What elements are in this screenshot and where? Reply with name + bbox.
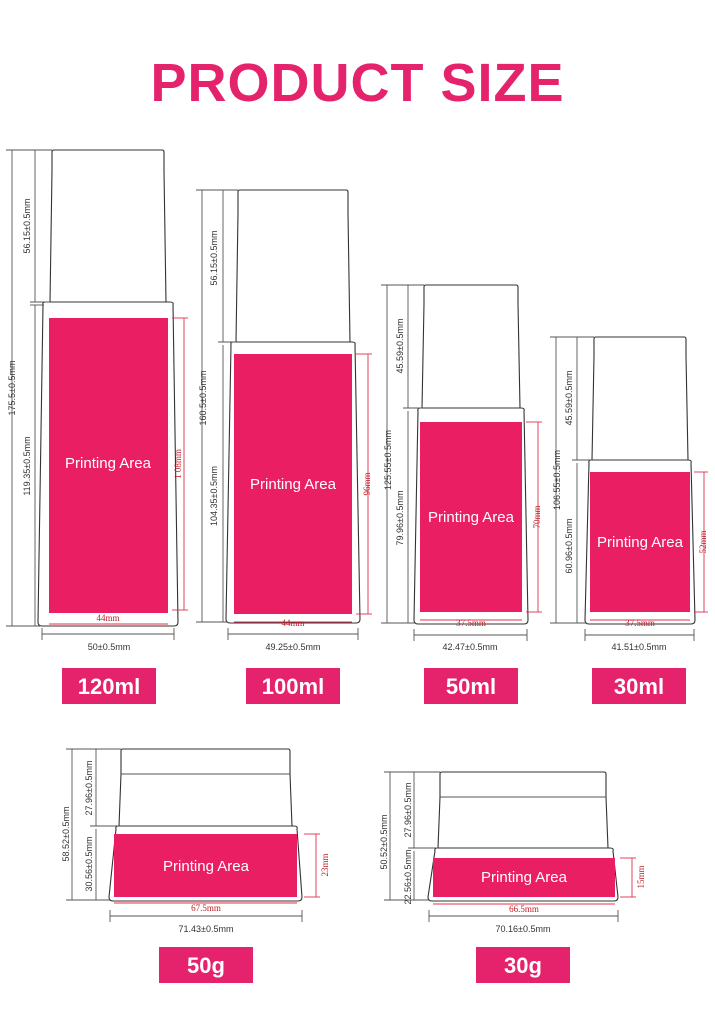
printing-area-label: Printing Area [250, 476, 337, 493]
bottle-width: 41.51±0.5mm [612, 642, 667, 652]
size-label: 50g [187, 953, 225, 978]
product-100ml: Printing Area 160.5±0.5mm 56.15±0.5mm 10… [196, 189, 372, 704]
size-label: 50ml [446, 674, 496, 699]
body-height: 119.35±0.5mm [22, 436, 32, 495]
jar-lid [437, 771, 609, 849]
total-height: 160.5±0.5mm [198, 371, 208, 426]
body-height: 79.96±0.5mm [395, 491, 405, 546]
bottle-width: 50±0.5mm [88, 642, 130, 652]
printing-area-label: Printing Area [65, 455, 152, 472]
cap-height: 45.59±0.5mm [564, 371, 574, 426]
print-height: 96mm [362, 472, 372, 495]
print-width: 67.5mm [191, 903, 221, 913]
size-label: 120ml [78, 674, 140, 699]
printing-area-label: Printing Area [597, 534, 684, 551]
printing-area-label: Printing Area [163, 858, 250, 875]
print-width: 66.5mm [509, 904, 539, 914]
cap-height: 56.15±0.5mm [209, 231, 219, 286]
printing-area [49, 318, 168, 613]
body-height: 104.35±0.5mm [209, 466, 219, 526]
printing-area [114, 834, 297, 897]
size-label: 30g [504, 953, 542, 978]
jar-width: 70.16±0.5mm [496, 924, 551, 934]
size-label: 30ml [614, 674, 664, 699]
jar-lid [118, 748, 293, 827]
total-height: 175.5±0.5mm [7, 361, 17, 416]
total-height: 106.55±0.5mm [552, 450, 562, 510]
product-50ml: Printing Area 125.55±0.5mm 45.59±0.5mm 7… [381, 284, 542, 704]
bottle-cap [235, 189, 351, 343]
print-height: 70mm [532, 505, 542, 528]
body-height: 60.96±0.5mm [564, 519, 574, 574]
print-height: 15mm [636, 865, 646, 888]
bottle-width: 42.47±0.5mm [443, 642, 498, 652]
printing-area [590, 472, 690, 612]
printing-area-label: Printing Area [428, 509, 515, 526]
printing-area [433, 858, 615, 897]
body-height: 30.56±0.5mm [84, 837, 94, 892]
jar-width: 71.43±0.5mm [179, 924, 234, 934]
product-50g: Printing Area 58.52±0.5mm 27.96±0.5mm 30… [61, 748, 330, 983]
cap-height: 27.96±0.5mm [84, 761, 94, 816]
printing-area [420, 422, 522, 612]
bottle-cap [421, 284, 521, 409]
body-height: 22.56±0.5mm [403, 850, 413, 905]
printing-area-label: Printing Area [481, 869, 568, 886]
print-width: 44mm [281, 618, 304, 628]
cap-height: 27.96±0.5mm [403, 783, 413, 838]
total-height: 58.52±0.5mm [61, 807, 71, 862]
print-width: 37.5mm [625, 618, 655, 628]
bottle-width: 49.25±0.5mm [266, 642, 321, 652]
total-height: 125.55±0.5mm [383, 430, 393, 490]
print-height: 52mm [698, 530, 708, 553]
product-30ml: Printing Area 106.55±0.5mm 45.59±0.5mm 6… [550, 336, 708, 704]
print-height: 23mm [320, 853, 330, 876]
print-width: 44mm [96, 613, 119, 623]
cap-height: 56.15±0.5mm [22, 199, 32, 254]
bottle-cap [49, 149, 167, 303]
product-120ml: Printing Area 175.5±0.5mm 56.15±0.5mm 11… [6, 149, 188, 704]
page-title: PRODUCT SIZE [150, 53, 565, 113]
printing-area [234, 354, 352, 614]
size-label: 100ml [262, 674, 324, 699]
bottle-cap [591, 336, 689, 461]
product-30g: Printing Area 50.52±0.5mm 27.96±0.5mm 22… [379, 771, 646, 983]
cap-height: 45.59±0.5mm [395, 319, 405, 374]
total-height: 50.52±0.5mm [379, 815, 389, 870]
print-height: 1 08mm [173, 449, 183, 479]
print-width: 37.5mm [456, 618, 486, 628]
